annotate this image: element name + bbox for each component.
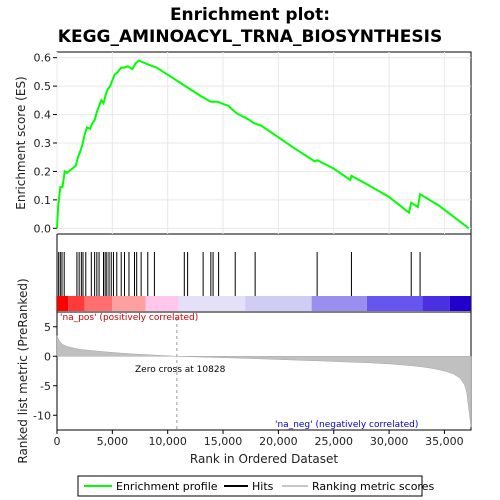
x-tick-label: 20,000 (259, 435, 298, 448)
metric-y-ticks: 5 0 -5 -10 (33, 321, 57, 423)
legend-hits-label: Hits (252, 480, 274, 493)
band-segment (146, 296, 179, 311)
band-segment (85, 296, 113, 311)
x-tick-label: 25,000 (314, 435, 353, 448)
metric-y-tick-label: -10 (33, 409, 51, 422)
es-y-tick-label: 0.5 (34, 80, 52, 93)
band-segment (450, 296, 471, 311)
correlation-color-band (57, 296, 471, 311)
band-segment (179, 296, 245, 311)
chart-title-line1: Enrichment plot: (170, 5, 330, 25)
band-segment (422, 296, 450, 311)
x-axis-ticks: 0 5,000 10,000 15,000 20,000 25,000 30,000 35,0… (54, 430, 464, 448)
na-neg-label: 'na_neg' (negatively correlated) (275, 420, 418, 430)
es-y-ticks: 0.0 0.1 0.2 0.3 0.4 0.5 0.6 (34, 52, 58, 236)
metric-panel-frame (57, 312, 471, 430)
band-segment (367, 296, 422, 311)
x-tick-label: 5,000 (97, 435, 129, 448)
na-pos-label: 'na_pos' (positively correlated) (60, 313, 198, 323)
es-y-tick-label: 0.0 (34, 222, 52, 235)
es-y-tick-label: 0.6 (34, 52, 52, 65)
band-segment (57, 296, 68, 311)
es-y-tick-label: 0.3 (34, 137, 52, 150)
x-axis-label: Rank in Ordered Dataset (190, 452, 338, 466)
x-tick-label: 30,000 (370, 435, 409, 448)
es-y-tick-label: 0.1 (34, 194, 52, 207)
chart-title-line2: KEGG_AMINOACYL_TRNA_BIOSYNTHESIS (58, 27, 442, 47)
x-tick-label: 0 (54, 435, 61, 448)
band-segment (245, 296, 311, 311)
legend-enrichment-label: Enrichment profile (116, 480, 218, 493)
es-y-tick-label: 0.4 (34, 109, 52, 122)
x-tick-label: 15,000 (204, 435, 243, 448)
x-tick-label: 35,000 (425, 435, 464, 448)
x-tick-label: 10,000 (148, 435, 187, 448)
zero-cross-label: Zero cross at 10828 (135, 365, 226, 375)
metric-y-tick-label: 5 (44, 321, 51, 334)
es-y-axis-label: Enrichment score (ES) (14, 76, 28, 209)
band-segment (312, 296, 367, 311)
metric-y-axis-label: Ranked list metric (PreRanked) (16, 278, 30, 463)
band-segment (68, 296, 85, 311)
legend-metric-label: Ranking metric scores (312, 480, 434, 493)
metric-y-tick-label: 0 (44, 350, 51, 363)
es-y-tick-label: 0.2 (34, 165, 52, 178)
metric-y-tick-label: -5 (40, 380, 51, 393)
band-segment (112, 296, 145, 311)
